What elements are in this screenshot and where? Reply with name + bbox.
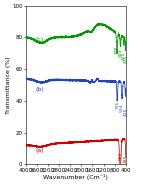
X-axis label: Wavenumber (Cm⁻¹): Wavenumber (Cm⁻¹) bbox=[43, 174, 108, 180]
Text: (b): (b) bbox=[35, 87, 44, 92]
Y-axis label: Transmittance (%): Transmittance (%) bbox=[6, 56, 11, 114]
Text: (c): (c) bbox=[35, 36, 44, 42]
Text: 600: 600 bbox=[118, 152, 122, 160]
Text: 711: 711 bbox=[115, 101, 119, 109]
Text: 718: 718 bbox=[115, 45, 119, 54]
Text: 593: 593 bbox=[118, 49, 122, 57]
Text: 415: 415 bbox=[123, 55, 127, 63]
Text: 415: 415 bbox=[123, 107, 127, 116]
Text: 475: 475 bbox=[122, 52, 126, 60]
Text: 395: 395 bbox=[124, 155, 128, 163]
Text: (a): (a) bbox=[35, 148, 44, 153]
Text: 534: 534 bbox=[120, 104, 124, 112]
